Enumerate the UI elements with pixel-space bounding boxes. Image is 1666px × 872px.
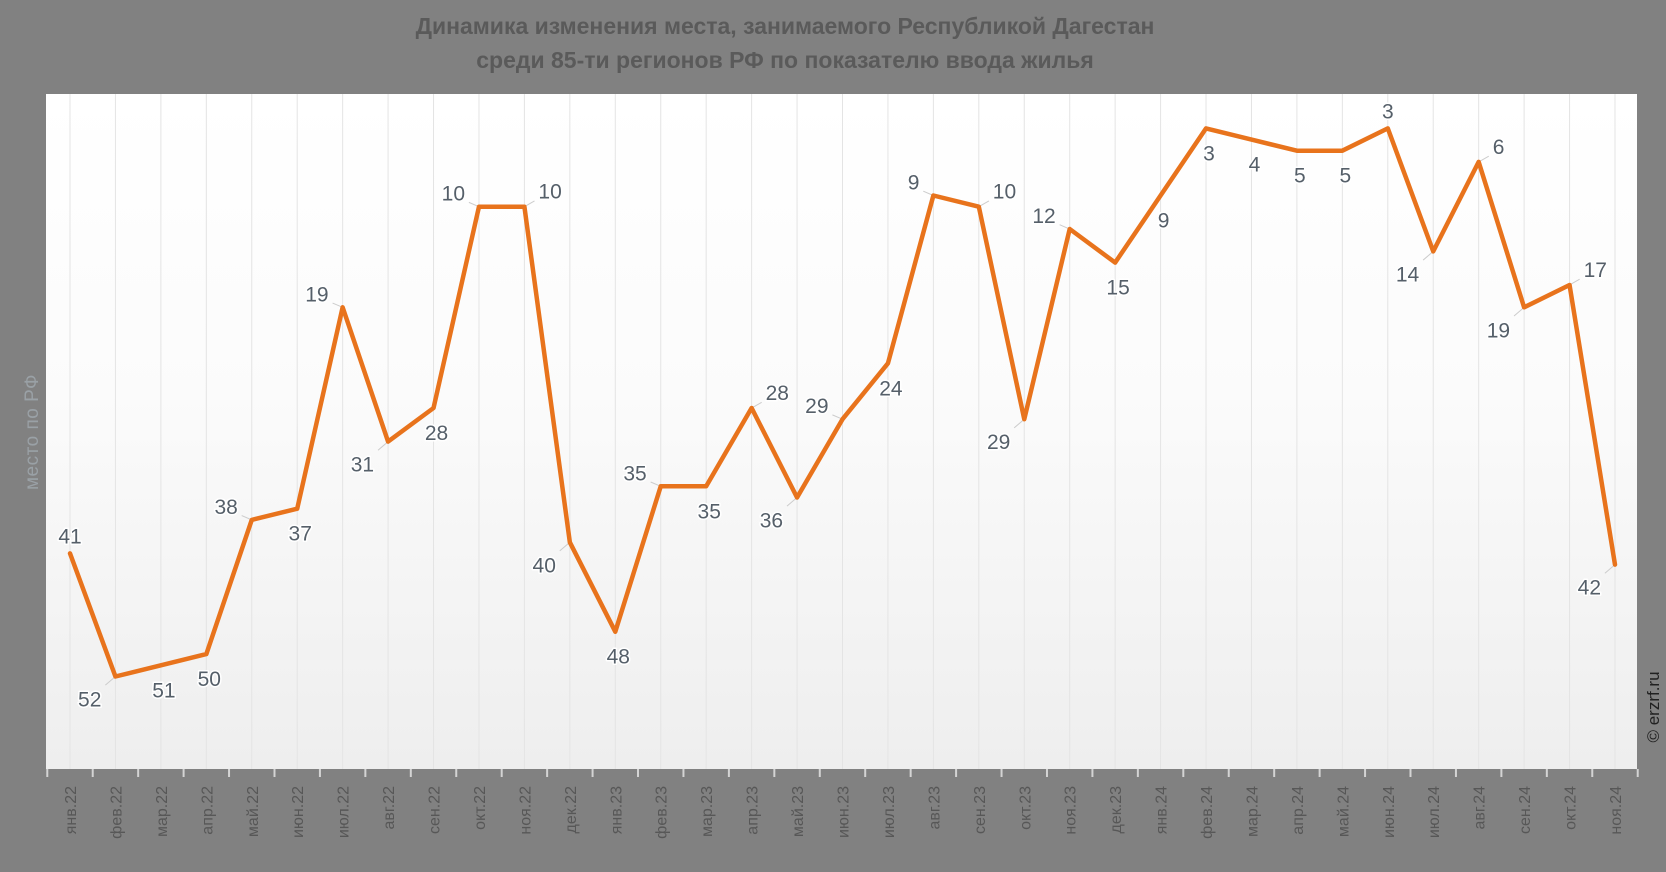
x-axis-label: июн.22: [290, 786, 307, 838]
gridlines: [69, 94, 1616, 769]
data-point-label: 24: [879, 377, 903, 400]
chart-title: Динамика изменения места, занимаемого Ре…: [0, 9, 1570, 77]
data-point-label: 48: [607, 646, 630, 669]
x-axis-label: дек.22: [563, 786, 580, 834]
x-axis-label: янв.22: [63, 786, 80, 834]
data-point-label: 42: [1578, 577, 1601, 600]
data-point-label: 17: [1584, 259, 1607, 282]
plot-area: [46, 94, 1637, 769]
data-point-label: 10: [993, 181, 1016, 204]
data-point-label: 50: [198, 668, 221, 691]
data-point-label: 35: [698, 500, 721, 523]
x-axis-label: ноя.22: [517, 786, 534, 835]
x-axis-label: окт.24: [1563, 786, 1580, 830]
data-point-label: 31: [351, 454, 374, 477]
chart-title-line1: Динамика изменения места, занимаемого Ре…: [415, 13, 1155, 39]
data-point-label: 19: [1487, 319, 1510, 342]
data-point-label: 5: [1339, 165, 1351, 188]
x-axis-label: сен.24: [1517, 786, 1534, 834]
data-point-label: 5: [1294, 165, 1306, 188]
x-axis-label: окт.22: [472, 786, 489, 830]
chart-title-line2: среди 85-ти регионов РФ по показателю вв…: [476, 47, 1094, 73]
x-axis-label: мар.24: [1245, 786, 1262, 837]
watermark: © erzrf.ru: [1644, 671, 1663, 742]
data-point-label: 40: [533, 554, 556, 577]
y-axis-title: место по РФ: [22, 374, 43, 490]
x-axis-label: авг.22: [381, 786, 398, 830]
data-point-label: 6: [1493, 136, 1505, 159]
x-axis-label: ноя.24: [1608, 786, 1625, 835]
data-point-label: 38: [214, 496, 237, 519]
x-axis-label: апр.22: [199, 786, 216, 835]
data-point-label: 3: [1382, 100, 1394, 123]
x-axis-label: апр.23: [745, 786, 762, 835]
x-axis-label: фев.22: [108, 786, 125, 839]
x-axis-label: фев.23: [654, 786, 671, 839]
x-axis-label: янв.23: [608, 786, 625, 834]
x-axis-label: авг.23: [926, 786, 943, 830]
x-axis-label: фев.24: [1199, 786, 1216, 839]
x-axis-label: июл.23: [881, 786, 898, 838]
data-series: [67, 126, 1618, 679]
data-point-label: 29: [987, 431, 1010, 454]
x-axis-label: окт.23: [1017, 786, 1034, 830]
x-axis-label: сен.22: [427, 786, 444, 834]
axis-ticks: [46, 769, 1639, 777]
x-axis-label: июл.22: [336, 786, 353, 838]
data-point-label: 10: [538, 181, 561, 204]
data-point-label: 9: [1158, 210, 1170, 233]
data-point-label: 51: [152, 679, 175, 702]
data-point-label: 37: [289, 523, 312, 546]
data-point-label: 29: [805, 395, 828, 418]
x-axis-label: июн.24: [1381, 786, 1398, 838]
data-point-label: 19: [305, 283, 328, 306]
data-point-label: 12: [1032, 205, 1055, 228]
x-axis-label: мар.23: [699, 786, 716, 837]
x-axis-label: май.23: [790, 786, 807, 837]
x-axis-label: апр.24: [1290, 786, 1307, 835]
x-axis-label: мар.22: [154, 786, 171, 837]
data-point-label: 10: [442, 183, 465, 206]
data-point-label: 9: [908, 172, 920, 195]
data-point-label: 52: [78, 689, 101, 712]
data-point-label: 4: [1249, 154, 1261, 177]
x-axis-label: дек.23: [1108, 786, 1125, 834]
x-axis-label: авг.24: [1472, 786, 1489, 830]
x-axis-label: май.24: [1335, 786, 1352, 837]
x-axis-label: сен.23: [972, 786, 989, 834]
x-axis-label: ноя.23: [1063, 786, 1080, 835]
x-axis-label: май.22: [245, 786, 262, 837]
data-point-label: 41: [58, 525, 81, 548]
x-axis-label: янв.24: [1154, 786, 1171, 834]
data-point-label: 14: [1396, 263, 1420, 286]
x-axis-label: июн.23: [836, 786, 853, 838]
data-point-label: 35: [623, 462, 646, 485]
data-point-label: 15: [1106, 277, 1129, 300]
x-axis-labels: янв.22 фев.22 мар.22 апр.22 май.22 июн.22 июл.…: [63, 786, 1625, 839]
rank-line: [67, 126, 1618, 679]
data-point-label: 28: [425, 422, 448, 445]
data-point-label: 36: [760, 510, 783, 533]
x-axis-label: июл.24: [1426, 786, 1443, 838]
data-point-label: 28: [766, 382, 789, 405]
data-point-label: 3: [1203, 142, 1215, 165]
